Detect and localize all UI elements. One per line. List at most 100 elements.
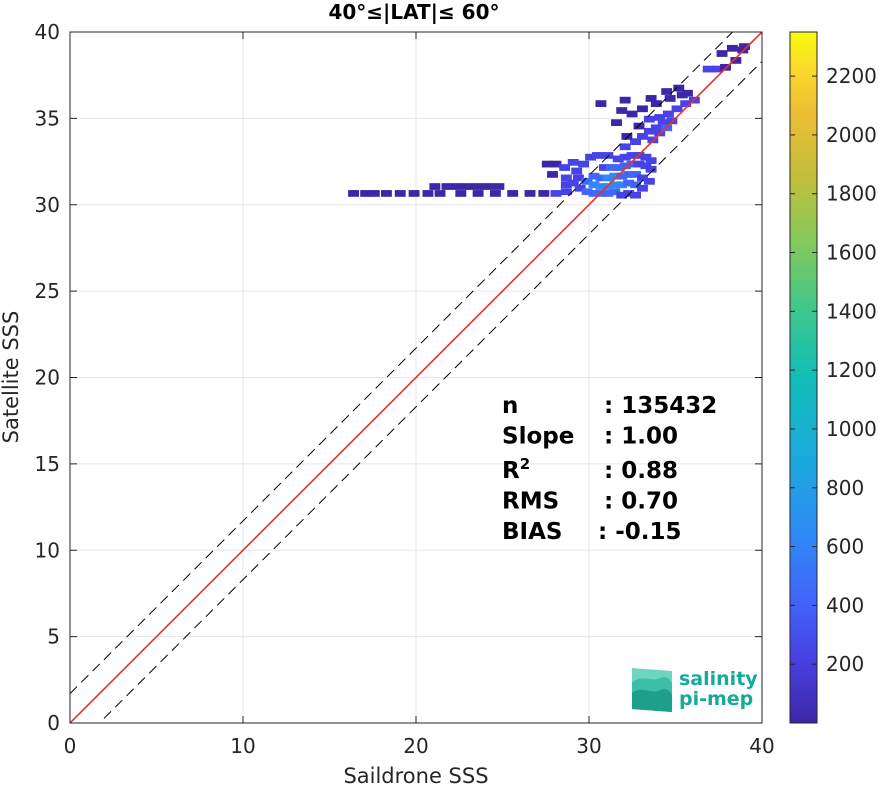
density-cell xyxy=(493,183,505,190)
y-tick-label: 35 xyxy=(35,106,60,130)
density-cell xyxy=(455,190,467,197)
density-cell xyxy=(588,172,600,180)
density-cell xyxy=(645,165,657,173)
density-cell xyxy=(671,105,683,113)
stat-label: RMS xyxy=(502,489,559,515)
density-cell xyxy=(611,119,622,126)
density-cell xyxy=(645,95,657,102)
density-cell xyxy=(612,164,624,171)
density-cell xyxy=(550,160,562,168)
stat-value: : -0.15 xyxy=(598,519,682,545)
density-cell xyxy=(711,65,723,73)
wave-logo-icon xyxy=(632,668,672,712)
density-cell xyxy=(616,172,628,180)
density-cell xyxy=(645,157,657,164)
density-cell xyxy=(595,100,607,107)
density-cell xyxy=(571,167,583,175)
density-cell xyxy=(626,110,638,118)
density-cell xyxy=(619,153,631,161)
colorbar-tick-label: 800 xyxy=(826,476,864,500)
density-cell xyxy=(619,162,631,170)
density-cell xyxy=(616,107,628,114)
density-cell xyxy=(472,190,484,197)
density-cell xyxy=(640,162,652,170)
density-cell xyxy=(429,183,441,190)
x-tick-label: 10 xyxy=(230,734,255,758)
colorbar-tick-label: 1800 xyxy=(826,182,877,206)
density-cell xyxy=(441,183,453,190)
x-axis-ticks: 0 10 20 30 40 xyxy=(64,32,775,758)
density-cell xyxy=(581,188,593,196)
density-cell xyxy=(623,190,635,197)
x-tick-label: 0 xyxy=(64,734,77,758)
colorbar-tick-label: 600 xyxy=(826,535,864,559)
colorbar-tick-label: 1200 xyxy=(826,358,877,382)
density-cell xyxy=(619,96,631,104)
density-cell xyxy=(662,110,674,118)
y-tick-label: 15 xyxy=(35,452,60,476)
density-cell xyxy=(394,190,406,197)
y-tick-label: 10 xyxy=(35,538,60,562)
density-cell xyxy=(483,183,494,190)
colorbar-tick-label: 1000 xyxy=(826,417,877,441)
density-cell xyxy=(626,160,638,168)
stat-value: : 0.88 xyxy=(604,458,678,484)
x-tick-label: 30 xyxy=(576,734,601,758)
density-cell xyxy=(578,160,590,168)
density-cell xyxy=(643,177,655,185)
stat-value: : 135432 xyxy=(604,393,717,419)
logo-text-line2: pi-mep xyxy=(679,688,753,710)
density-cells xyxy=(348,43,750,199)
density-cell xyxy=(572,174,584,182)
density-cell xyxy=(602,152,614,159)
density-cell xyxy=(585,153,597,161)
density-cell xyxy=(630,191,641,199)
density-cell xyxy=(567,158,579,166)
density-cell xyxy=(621,133,633,140)
density-cell xyxy=(472,183,484,190)
density-cell xyxy=(623,179,635,187)
density-cell xyxy=(726,44,738,52)
x-tick-label: 40 xyxy=(749,734,774,758)
density-cell xyxy=(567,179,579,187)
y-tick-label: 30 xyxy=(35,193,60,217)
density-cell xyxy=(602,174,614,182)
density-cell xyxy=(408,190,420,197)
density-cell xyxy=(637,133,648,140)
y-tick-label: 20 xyxy=(35,366,60,390)
density-cell xyxy=(702,65,714,73)
density-cell xyxy=(661,88,673,95)
stat-label: n xyxy=(502,393,518,419)
density-cell xyxy=(609,188,621,196)
density-cell xyxy=(560,181,572,189)
y-tick-label: 25 xyxy=(35,279,60,303)
stat-value: : 1.00 xyxy=(604,424,678,450)
density-cell xyxy=(664,95,676,102)
salinity-pi-mep-logo: salinity pi-mep xyxy=(632,668,758,712)
density-cell xyxy=(716,50,728,57)
density-cell xyxy=(380,190,392,197)
logo-text-line1: salinity xyxy=(679,668,758,690)
y-axis-label: Satellite SSS xyxy=(0,311,23,444)
density-cell xyxy=(368,190,380,197)
colorbar-tick-label: 2000 xyxy=(826,123,877,147)
density-cell xyxy=(626,152,638,159)
density-cell xyxy=(360,190,372,197)
stat-label-superscript: 2 xyxy=(520,455,530,473)
density-cell xyxy=(574,184,586,192)
density-cell xyxy=(616,181,628,189)
density-cell xyxy=(348,190,359,197)
colorbar-ticks: 200 400 600 800 1000 1200 1400 1600 1800 2000 2200 xyxy=(790,64,877,676)
density-cell xyxy=(630,181,641,189)
colorbar-tick-label: 200 xyxy=(826,652,864,676)
density-cell xyxy=(560,174,572,182)
density-cell xyxy=(643,127,655,135)
density-cell xyxy=(489,190,501,197)
density-cell xyxy=(612,155,624,163)
density-cell xyxy=(730,57,742,64)
stat-value: : 0.70 xyxy=(604,489,678,515)
density-cell xyxy=(592,152,603,159)
density-cell xyxy=(609,181,621,189)
chart-title: 40°≤|LAT|≤ 60° xyxy=(328,0,499,24)
